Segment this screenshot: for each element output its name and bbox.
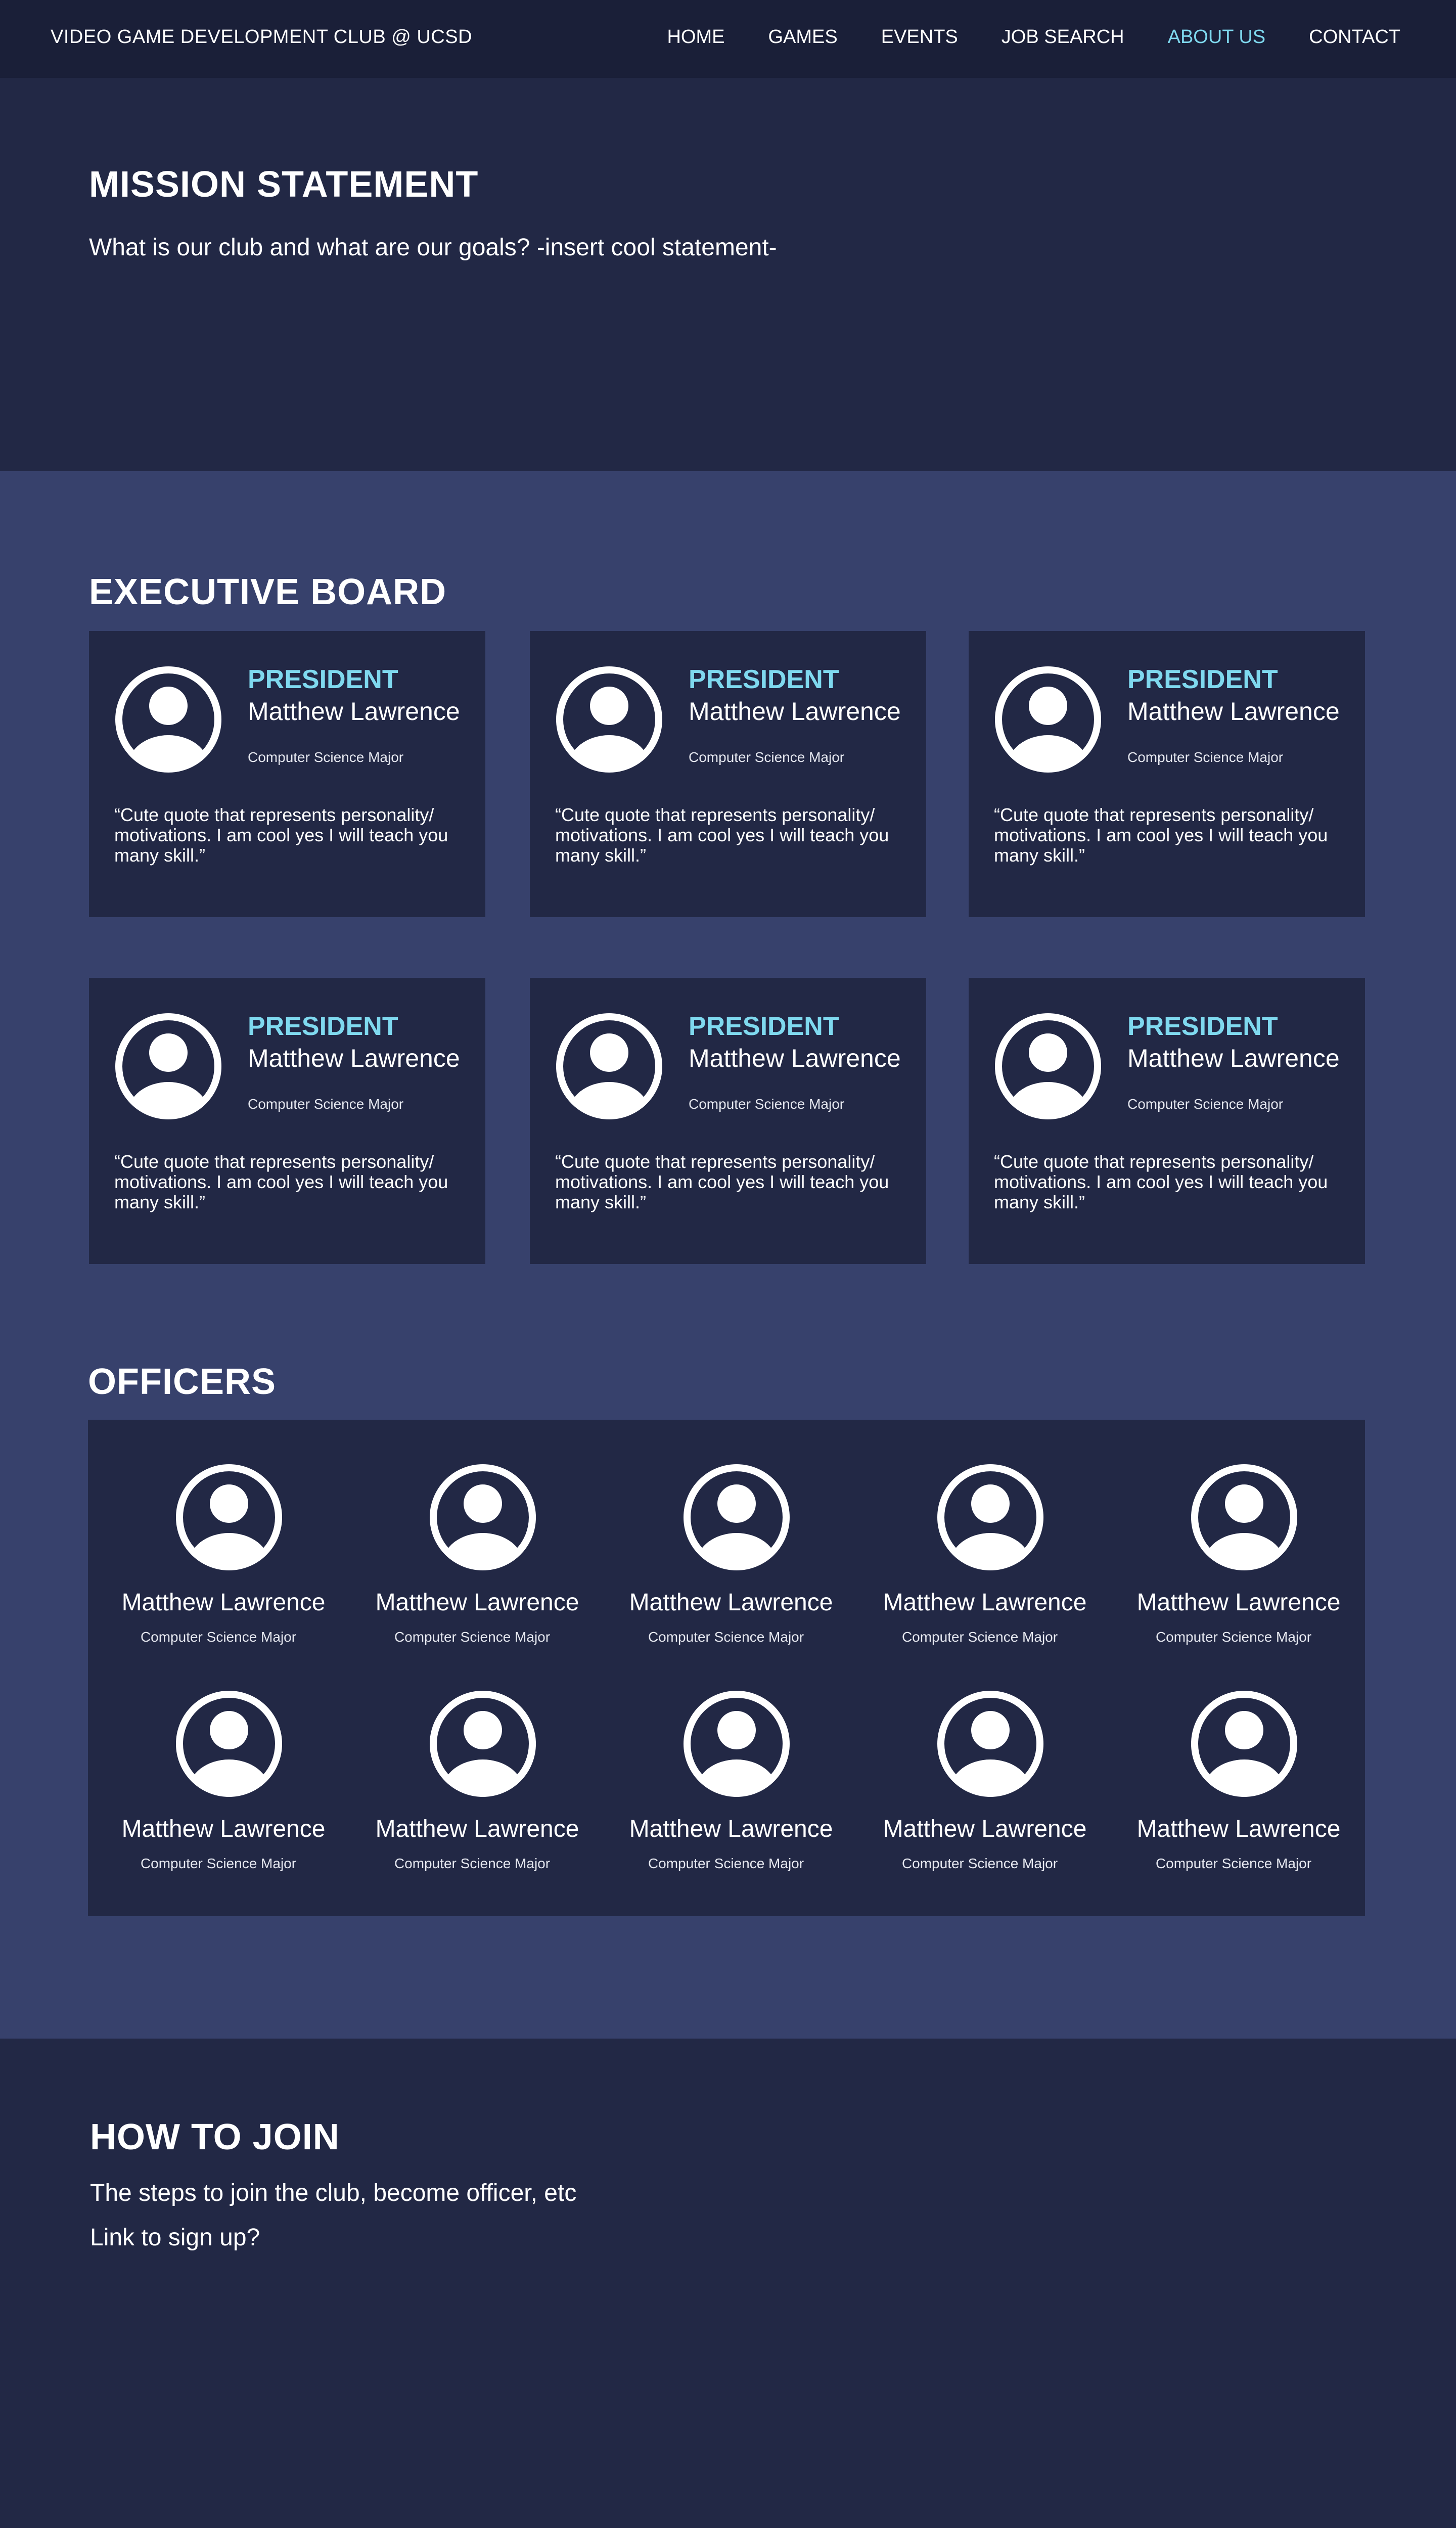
exec-role: PRESIDENT	[248, 1012, 398, 1041]
user-avatar-icon	[994, 1012, 1102, 1120]
officer-item: Matthew Lawrence Computer Science Major	[874, 1463, 1096, 1665]
user-avatar-icon	[114, 665, 222, 774]
officer-major: Computer Science Major	[648, 1856, 804, 1871]
exec-role: PRESIDENT	[689, 1012, 839, 1041]
how-to-join-section: HOW TO JOIN The steps to join the club, …	[0, 2039, 1456, 2528]
officer-name: Matthew Lawrence	[375, 1816, 579, 1842]
exec-name: Matthew Lawrence	[1127, 697, 1340, 726]
mission-text: What is our club and what are our goals?…	[89, 234, 777, 261]
officer-item: Matthew Lawrence Computer Science Major	[112, 1690, 335, 1892]
exec-name: Matthew Lawrence	[689, 697, 901, 726]
officer-name: Matthew Lawrence	[883, 1816, 1087, 1842]
exec-card: PRESIDENT Matthew Lawrence Computer Scienc…	[89, 631, 485, 917]
exec-role: PRESIDENT	[1127, 1012, 1278, 1041]
officer-major: Computer Science Major	[901, 1629, 1058, 1645]
officer-item: Matthew Lawrence Computer Science Major	[366, 1463, 588, 1665]
user-avatar-icon	[936, 1690, 1044, 1798]
executive-board-grid: PRESIDENT Matthew Lawrence Computer Scienc…	[89, 631, 1365, 1269]
nav-link-job-search[interactable]: JOB SEARCH	[1001, 26, 1124, 48]
officer-major: Computer Science Major	[140, 1629, 297, 1645]
user-avatar-icon	[555, 1012, 663, 1120]
user-avatar-icon	[994, 665, 1102, 774]
exec-card: PRESIDENT Matthew Lawrence Computer Scienc…	[89, 978, 485, 1264]
exec-role: PRESIDENT	[248, 665, 398, 694]
exec-quote: “Cute quote that represents personality/…	[114, 804, 448, 866]
exec-quote: “Cute quote that represents personality/…	[114, 1151, 448, 1212]
join-title: HOW TO JOIN	[90, 2117, 340, 2157]
officer-major: Computer Science Major	[1155, 1856, 1312, 1871]
officer-name: Matthew Lawrence	[883, 1589, 1087, 1616]
exec-major: Computer Science Major	[1127, 749, 1284, 765]
nav-link-about-us[interactable]: ABOUT US	[1167, 26, 1266, 48]
exec-name: Matthew Lawrence	[248, 697, 460, 726]
exec-quote: “Cute quote that represents personality/…	[555, 804, 889, 866]
user-avatar-icon	[682, 1463, 791, 1571]
officer-item: Matthew Lawrence Computer Science Major	[874, 1690, 1096, 1892]
officer-major: Computer Science Major	[394, 1629, 551, 1645]
exec-major: Computer Science Major	[689, 1096, 845, 1112]
officers-panel: Matthew Lawrence Computer Science Major Ma…	[88, 1420, 1365, 1916]
team-section: EXECUTIVE BOARD PRESIDENT Matthew Lawrenc…	[0, 471, 1456, 2039]
exec-quote: “Cute quote that represents personality/…	[555, 1151, 889, 1212]
officer-item: Matthew Lawrence Computer Science Major	[112, 1463, 335, 1665]
officers-title: OFFICERS	[88, 1362, 277, 1402]
exec-name: Matthew Lawrence	[248, 1044, 460, 1072]
officer-item: Matthew Lawrence Computer Science Major	[620, 1690, 842, 1892]
officer-major: Computer Science Major	[394, 1856, 551, 1871]
exec-quote: “Cute quote that represents personality/…	[994, 804, 1328, 866]
officer-name: Matthew Lawrence	[121, 1589, 326, 1616]
user-avatar-icon	[429, 1463, 537, 1571]
exec-role: PRESIDENT	[1127, 665, 1278, 694]
exec-major: Computer Science Major	[689, 749, 845, 765]
user-avatar-icon	[429, 1690, 537, 1798]
exec-card: PRESIDENT Matthew Lawrence Computer Scienc…	[969, 631, 1365, 917]
nav-links: HOME GAMES EVENTS JOB SEARCH ABOUT US CO…	[623, 26, 1400, 48]
nav-link-contact[interactable]: CONTACT	[1309, 26, 1400, 48]
site-brand[interactable]: VIDEO GAME DEVELOPMENT CLUB @ UCSD	[51, 26, 473, 48]
officer-major: Computer Science Major	[901, 1856, 1058, 1871]
officer-item: Matthew Lawrence Computer Science Major	[1127, 1463, 1350, 1665]
user-avatar-icon	[175, 1690, 283, 1798]
user-avatar-icon	[1190, 1463, 1298, 1571]
exec-card: PRESIDENT Matthew Lawrence Computer Scienc…	[530, 978, 926, 1264]
top-nav: VIDEO GAME DEVELOPMENT CLUB @ UCSD HOME …	[0, 0, 1456, 78]
exec-card: PRESIDENT Matthew Lawrence Computer Scienc…	[969, 978, 1365, 1264]
officer-major: Computer Science Major	[1155, 1629, 1312, 1645]
exec-major: Computer Science Major	[1127, 1096, 1284, 1112]
officer-name: Matthew Lawrence	[121, 1816, 326, 1842]
officer-item: Matthew Lawrence Computer Science Major	[1127, 1690, 1350, 1892]
nav-link-games[interactable]: GAMES	[768, 26, 838, 48]
mission-title: MISSION STATEMENT	[89, 164, 479, 205]
officer-major: Computer Science Major	[648, 1629, 804, 1645]
mission-section: MISSION STATEMENT What is our club and w…	[0, 78, 1456, 471]
nav-link-events[interactable]: EVENTS	[881, 26, 958, 48]
user-avatar-icon	[682, 1690, 791, 1798]
join-signup-link[interactable]: Link to sign up?	[90, 2224, 260, 2251]
executive-board-title: EXECUTIVE BOARD	[89, 572, 447, 612]
exec-major: Computer Science Major	[248, 749, 404, 765]
nav-link-home[interactable]: HOME	[667, 26, 725, 48]
officer-name: Matthew Lawrence	[629, 1589, 833, 1616]
exec-card: PRESIDENT Matthew Lawrence Computer Scienc…	[530, 631, 926, 917]
exec-name: Matthew Lawrence	[1127, 1044, 1340, 1072]
join-steps-text: The steps to join the club, become offic…	[90, 2180, 577, 2206]
officer-name: Matthew Lawrence	[375, 1589, 579, 1616]
officer-major: Computer Science Major	[140, 1856, 297, 1871]
officer-name: Matthew Lawrence	[629, 1816, 833, 1842]
officer-name: Matthew Lawrence	[1136, 1816, 1341, 1842]
user-avatar-icon	[936, 1463, 1044, 1571]
exec-role: PRESIDENT	[689, 665, 839, 694]
user-avatar-icon	[1190, 1690, 1298, 1798]
exec-major: Computer Science Major	[248, 1096, 404, 1112]
exec-quote: “Cute quote that represents personality/…	[994, 1151, 1328, 1212]
user-avatar-icon	[175, 1463, 283, 1571]
officer-item: Matthew Lawrence Computer Science Major	[620, 1463, 842, 1665]
exec-name: Matthew Lawrence	[689, 1044, 901, 1072]
user-avatar-icon	[114, 1012, 222, 1120]
officer-name: Matthew Lawrence	[1136, 1589, 1341, 1616]
user-avatar-icon	[555, 665, 663, 774]
officer-item: Matthew Lawrence Computer Science Major	[366, 1690, 588, 1892]
